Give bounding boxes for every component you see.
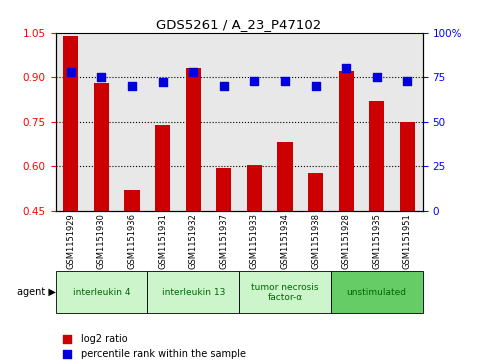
Point <box>220 83 227 89</box>
Bar <box>339 71 354 211</box>
Bar <box>63 36 78 211</box>
Title: GDS5261 / A_23_P47102: GDS5261 / A_23_P47102 <box>156 19 322 32</box>
Point <box>128 83 136 89</box>
Point <box>63 351 71 357</box>
Bar <box>239 271 331 313</box>
Point <box>281 78 289 83</box>
Text: interleukin 4: interleukin 4 <box>72 288 130 297</box>
Bar <box>125 190 140 211</box>
Point <box>403 78 411 83</box>
Point <box>63 337 71 342</box>
Bar <box>331 271 423 313</box>
Point <box>98 74 105 80</box>
Text: interleukin 13: interleukin 13 <box>161 288 225 297</box>
Text: log2 ratio: log2 ratio <box>81 334 128 344</box>
Text: percentile rank within the sample: percentile rank within the sample <box>81 349 246 359</box>
Point <box>342 65 350 71</box>
Bar <box>155 125 170 211</box>
Text: unstimulated: unstimulated <box>347 288 407 297</box>
Bar <box>247 164 262 211</box>
Point <box>373 74 381 80</box>
Point <box>159 79 167 85</box>
Bar <box>94 83 109 211</box>
Bar <box>216 168 231 211</box>
Bar <box>185 68 201 211</box>
Point <box>189 69 197 75</box>
Bar <box>147 271 239 313</box>
Point <box>67 69 75 75</box>
Point <box>312 83 319 89</box>
Text: agent ▶: agent ▶ <box>17 287 56 297</box>
Point <box>251 78 258 83</box>
Bar <box>400 122 415 211</box>
Text: tumor necrosis
factor-α: tumor necrosis factor-α <box>251 282 319 302</box>
Bar <box>56 271 147 313</box>
Bar <box>308 174 323 211</box>
Bar <box>369 101 384 211</box>
Bar <box>277 142 293 211</box>
